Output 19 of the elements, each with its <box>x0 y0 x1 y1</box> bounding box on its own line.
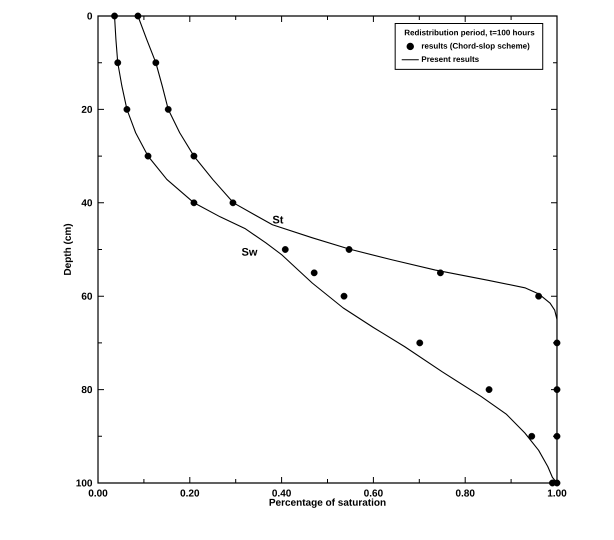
legend-label: Present results <box>422 56 479 62</box>
annotation: Sw <box>242 248 258 256</box>
x-axis-title: Percentage of saturation <box>270 498 386 508</box>
y-tick-label: 100 <box>76 479 92 487</box>
x-tick-label: 0.60 <box>364 490 383 497</box>
y-tick-label: 80 <box>82 386 92 394</box>
x-tick-label: 1.00 <box>548 490 566 497</box>
legend-title: Redistribution period, t=100 hours <box>404 29 534 37</box>
annotation: St <box>272 216 284 224</box>
y-tick-label: 0 <box>87 12 92 20</box>
x-tick-label: 0.20 <box>180 490 200 497</box>
y-tick-label: 60 <box>82 292 92 300</box>
y-axis-title: Depth (cm) <box>64 224 73 275</box>
x-tick-label: 0.00 <box>88 490 108 497</box>
legend-label: results (Chord-slop scheme) <box>422 42 530 50</box>
x-tick-label: 0.40 <box>272 490 291 497</box>
x-tick-label: 0.80 <box>456 490 475 497</box>
y-tick-label: 20 <box>82 106 92 113</box>
y-tick-label: 40 <box>82 199 92 206</box>
